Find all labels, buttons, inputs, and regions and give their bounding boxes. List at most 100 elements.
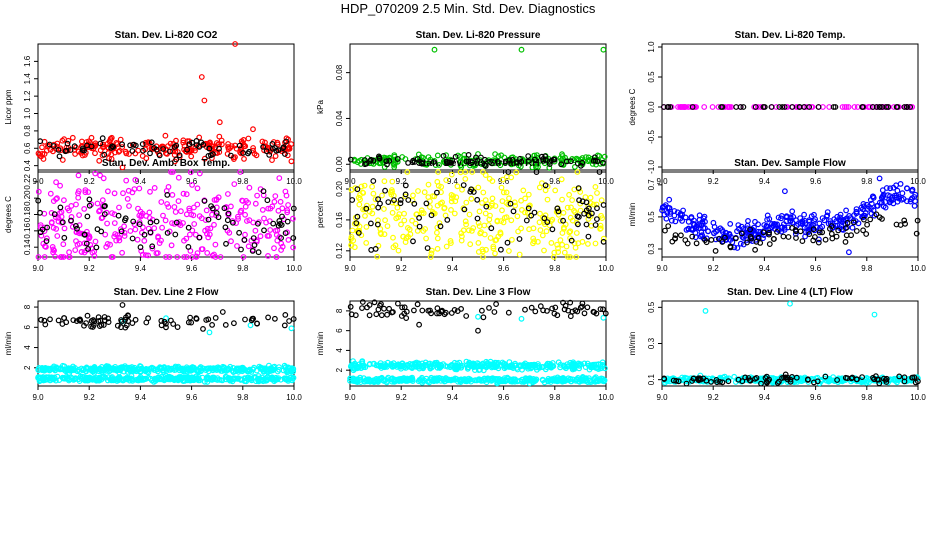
data-point xyxy=(404,169,411,175)
data-point xyxy=(134,236,141,243)
data-point xyxy=(160,146,167,152)
x-tick-label: 9.2 xyxy=(396,264,408,273)
data-point xyxy=(558,176,565,183)
data-point xyxy=(513,169,520,176)
data-point xyxy=(492,250,498,257)
data-point xyxy=(44,235,50,242)
data-point xyxy=(540,156,546,163)
data-point xyxy=(402,378,409,384)
data-point xyxy=(793,235,799,241)
data-point xyxy=(443,243,450,250)
data-point xyxy=(476,223,483,230)
x-tick-label: 9.2 xyxy=(708,393,720,402)
x-tick-label: 9.2 xyxy=(396,393,408,402)
data-point xyxy=(172,209,179,215)
data-point-outlier xyxy=(119,164,126,171)
data-point xyxy=(374,221,381,228)
data-point xyxy=(523,376,529,382)
data-point xyxy=(581,310,588,317)
data-point xyxy=(495,233,502,240)
data-point xyxy=(171,204,178,210)
data-point xyxy=(535,163,541,170)
data-point xyxy=(846,212,852,219)
data-point xyxy=(420,228,427,234)
data-point xyxy=(842,238,849,245)
data-point xyxy=(136,221,143,228)
data-point xyxy=(393,215,400,222)
data-point xyxy=(99,197,106,204)
data-point xyxy=(601,377,608,384)
data-point xyxy=(258,377,265,384)
data-point xyxy=(531,156,538,163)
x-tick-label: 9.0 xyxy=(32,264,44,273)
data-point xyxy=(564,363,570,370)
data-point xyxy=(682,237,689,244)
data-point xyxy=(440,152,447,159)
data-point xyxy=(787,376,794,383)
data-point xyxy=(869,104,876,110)
data-point xyxy=(153,250,160,257)
data-point xyxy=(565,254,571,260)
data-point xyxy=(480,314,487,321)
data-point xyxy=(205,216,212,223)
data-point xyxy=(812,216,818,223)
x-tick-label: 9.8 xyxy=(549,177,561,186)
data-point xyxy=(475,376,482,383)
data-point xyxy=(577,207,584,214)
data-point xyxy=(403,315,410,322)
data-point xyxy=(870,374,876,381)
data-point xyxy=(779,375,785,381)
data-point xyxy=(536,184,543,191)
data-point xyxy=(860,227,866,234)
y-tick-label: 0.22 xyxy=(23,173,32,189)
data-point xyxy=(347,303,354,310)
data-point xyxy=(544,196,551,203)
x-tick-label: 9.2 xyxy=(396,177,408,186)
data-point xyxy=(885,192,891,199)
data-point xyxy=(83,240,90,247)
data-point xyxy=(394,204,401,211)
data-point xyxy=(59,219,66,226)
data-point xyxy=(193,253,200,260)
data-point xyxy=(544,308,550,314)
data-point xyxy=(541,215,548,222)
data-point xyxy=(762,375,769,381)
data-point xyxy=(288,374,295,381)
data-point xyxy=(180,139,187,146)
data-point xyxy=(362,212,368,219)
data-point xyxy=(915,375,921,382)
data-point-outlier xyxy=(416,321,423,328)
data-point xyxy=(879,193,886,200)
data-point xyxy=(724,376,730,383)
data-point-outlier xyxy=(198,74,205,80)
data-point xyxy=(747,226,753,233)
data-point xyxy=(50,143,57,149)
data-point xyxy=(476,208,483,215)
data-point xyxy=(504,374,511,381)
data-point xyxy=(555,208,562,215)
data-point xyxy=(533,376,540,383)
data-point xyxy=(154,376,161,383)
panel-title: Stan. Dev. Li-820 Pressure xyxy=(416,30,541,41)
data-point xyxy=(696,212,703,219)
data-point xyxy=(592,378,599,385)
data-point xyxy=(426,379,433,386)
data-point-outlier xyxy=(119,302,126,308)
data-point xyxy=(48,219,55,226)
data-point xyxy=(468,195,475,202)
data-point xyxy=(35,254,42,260)
data-point-outlier xyxy=(232,41,239,47)
data-point xyxy=(428,310,435,317)
y-tick-label: 0.18 xyxy=(23,206,32,222)
data-point-outlier xyxy=(600,314,607,321)
x-tick-label: 9.8 xyxy=(237,264,249,273)
data-point xyxy=(354,186,361,193)
data-point xyxy=(419,160,425,167)
data-point xyxy=(464,378,471,384)
data-point xyxy=(552,304,559,311)
x-tick-label: 10.0 xyxy=(910,393,926,402)
data-point xyxy=(666,196,673,203)
data-point xyxy=(151,184,158,191)
data-point xyxy=(82,189,89,196)
data-point xyxy=(489,178,496,185)
